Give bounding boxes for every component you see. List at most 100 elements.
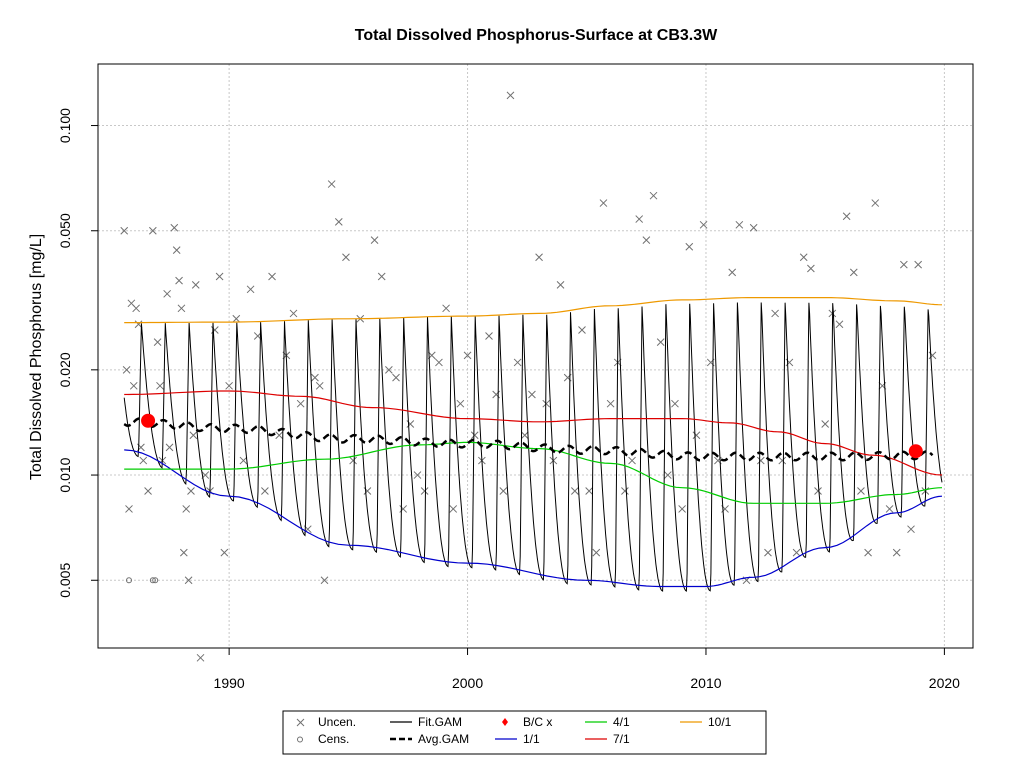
y-tick-label: 0.100: [57, 108, 73, 143]
uncensored-point: [261, 487, 269, 495]
uncensored-point: [756, 456, 765, 465]
uncensored-point: [599, 199, 608, 207]
uncensored-point: [642, 236, 651, 245]
uncensored-point: [900, 260, 908, 269]
uncensored-point: [606, 399, 615, 408]
uncensored-point: [239, 456, 248, 465]
uncensored-point: [449, 505, 458, 513]
legend-item: Cens.: [297, 732, 349, 746]
uncensored-point: [656, 338, 665, 347]
censored-point: [149, 577, 156, 584]
legend-label: 1/1: [523, 732, 540, 746]
x-tick-label: 2000: [452, 675, 483, 691]
uncensored-point: [342, 253, 350, 262]
uncensored-point: [349, 456, 357, 465]
uncensored-point: [849, 268, 858, 277]
uncensored-point: [385, 365, 393, 374]
q10-line: [124, 297, 943, 324]
uncensored-point: [189, 431, 198, 440]
uncensored-point: [463, 351, 472, 360]
uncensored-point: [406, 420, 415, 428]
x-tick-label: 2020: [929, 675, 960, 691]
chart-title: Total Dissolved Phosphorus-Surface at CB…: [355, 27, 718, 44]
uncensored-point: [377, 272, 386, 281]
x-tick-label: 2010: [690, 675, 721, 691]
legend-item: 4/1: [585, 715, 630, 729]
uncensored-point: [735, 220, 744, 229]
uncensored-point: [799, 253, 808, 262]
uncensored-point: [182, 505, 191, 513]
uncensored-point: [177, 304, 186, 313]
y-tick-label: 0.020: [57, 352, 73, 387]
uncensored-point: [778, 456, 787, 465]
legend-symbol: [296, 718, 305, 727]
legend-box: [282, 710, 767, 755]
uncensored-point: [513, 358, 522, 367]
uncensored-point: [842, 212, 851, 221]
legend-item: Avg.GAM: [390, 732, 469, 746]
uncensored-point: [139, 456, 148, 465]
legend-item: Uncen.: [296, 715, 356, 729]
legend-symbol: [297, 736, 303, 743]
bc-point: [141, 413, 156, 428]
uncensored-point: [864, 548, 872, 557]
uncensored-point: [327, 180, 336, 188]
uncensored-point: [215, 272, 224, 281]
uncensored-point: [821, 420, 830, 428]
uncensored-point: [399, 505, 408, 513]
uncensored-point: [814, 487, 822, 495]
grid: [98, 64, 973, 648]
uncensored-point: [649, 191, 658, 200]
uncensored-point: [311, 373, 319, 382]
bc-point: [908, 444, 923, 459]
q1-line: [124, 449, 943, 588]
uncensored-point: [892, 548, 901, 557]
uncensored-point: [196, 653, 205, 662]
uncensored-point: [184, 576, 193, 585]
uncensored-point: [132, 304, 141, 313]
uncensored-point: [268, 272, 276, 281]
q7-line: [124, 390, 943, 476]
uncensored-point: [442, 304, 450, 313]
uncensored-point: [857, 487, 865, 495]
uncensored-point: [191, 281, 200, 289]
uncensored-point: [499, 487, 508, 495]
legend-item: B/C x: [502, 715, 552, 729]
legend-item: 7/1: [585, 732, 630, 746]
uncensored-point: [435, 358, 443, 367]
uncensored-point: [835, 320, 844, 329]
uncensored-point: [506, 91, 515, 100]
uncensored-point: [122, 365, 131, 374]
uncensored-point: [172, 246, 181, 255]
uncensored-point: [187, 487, 195, 495]
uncensored-point: [928, 351, 937, 360]
uncensored-point: [764, 548, 772, 557]
censored-point: [152, 577, 159, 584]
legend-label: Cens.: [318, 732, 349, 746]
uncensored-point: [628, 456, 636, 465]
y-tick-label: 0.050: [57, 213, 73, 248]
fit-gam-line: [123, 302, 943, 592]
uncensored-point: [275, 431, 284, 440]
uncensored-point: [420, 487, 429, 495]
uncensored-point: [699, 220, 708, 229]
y-axis-label: Total Dissolved Phosphorus [mg/L]: [28, 234, 45, 480]
uncensored-point: [635, 215, 644, 223]
legend-label: Uncen.: [318, 715, 356, 729]
legend: Uncen. Cens. Fit.GAM Avg.GAM B/C x 1/1 4/1 7/1 1…: [282, 710, 767, 755]
plot-area: [120, 91, 943, 662]
uncensored-point: [771, 309, 779, 318]
uncensored-point: [125, 505, 133, 513]
uncensored-point: [807, 264, 815, 273]
uncensored-point: [556, 281, 565, 289]
uncensored-point: [520, 431, 529, 440]
uncensored-point: [578, 326, 586, 334]
legend-item: 10/1: [680, 715, 732, 729]
uncensored-point: [320, 576, 329, 585]
uncensored-point: [129, 381, 138, 390]
uncensored-point: [663, 471, 672, 479]
uncensored-point: [225, 381, 233, 390]
uncensored-point: [315, 381, 324, 390]
uncensored-point: [749, 223, 758, 232]
